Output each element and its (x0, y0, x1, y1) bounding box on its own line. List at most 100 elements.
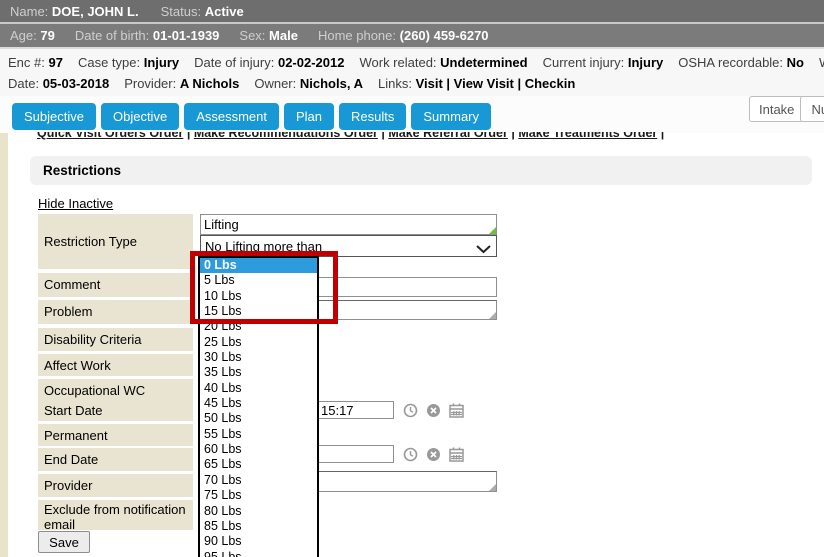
dropdown-option[interactable]: 50 Lbs (204, 411, 242, 426)
field-label: Date: (8, 76, 40, 91)
dropdown-option[interactable]: 30 Lbs (204, 350, 242, 365)
dropdown-option[interactable]: 90 Lbs (204, 534, 242, 549)
intake-button[interactable]: Intake (749, 96, 805, 122)
dropdown-option[interactable]: 60 Lbs (204, 442, 242, 457)
dropdown-option[interactable]: 70 Lbs (204, 472, 242, 487)
note-tab[interactable]: Results (339, 103, 407, 130)
field-value[interactable]: 05-03-2018 (42, 76, 110, 91)
field-value[interactable]: Nichols, A (299, 76, 363, 91)
dropdown-option[interactable]: 0 Lbs (200, 258, 317, 274)
restriction-type-text-input[interactable] (200, 214, 497, 235)
end-date-icons (403, 447, 464, 462)
affect-work-label-cell: Affect Work (38, 354, 193, 376)
permanent-label-cell: Permanent (38, 424, 193, 446)
field-label: Name: (10, 3, 49, 19)
resize-handle-icon[interactable] (489, 484, 496, 491)
demographic-field: Date of birth: 01-01-1939 (75, 28, 220, 43)
dropdown-option[interactable]: 55 Lbs (204, 426, 242, 441)
section-title: Restrictions (43, 163, 122, 178)
encounter-field: Enc #: 97 (8, 55, 63, 70)
dropdown-option[interactable]: 15 Lbs (204, 304, 242, 319)
clear-icon[interactable] (426, 447, 441, 462)
start-date-icons (403, 403, 464, 418)
nurse-button[interactable]: Nur (800, 96, 824, 122)
field-value: DOE, JOHN L. (51, 3, 139, 19)
encounter-field: WC s (819, 55, 824, 70)
field-value[interactable]: A Nichols (179, 76, 240, 91)
comment-label-cell: Comment (38, 273, 193, 297)
field-value: Injury (627, 55, 664, 70)
dropdown-option[interactable]: 20 Lbs (204, 319, 242, 334)
clear-icon[interactable] (426, 403, 441, 418)
dropdown-option[interactable]: 45 Lbs (204, 396, 242, 411)
note-tab[interactable]: Assessment (184, 103, 279, 130)
restriction-type-select[interactable]: No Lifting more than (200, 235, 497, 257)
order-link-separator: | (507, 132, 519, 140)
field-label: Case type: (77, 55, 141, 70)
order-link[interactable]: Make Referral Order (388, 132, 508, 140)
field-value[interactable]: Visit | View Visit | Checkin (415, 76, 576, 91)
field-label: Owner: (254, 76, 297, 91)
note-tab[interactable]: Summary (411, 103, 492, 130)
demographic-field: Sex: Male (239, 28, 298, 43)
save-button[interactable]: Save (38, 531, 90, 553)
field-value: Male (269, 28, 298, 43)
field-label: Restriction Type (44, 234, 137, 249)
dropdown-option[interactable]: 5 Lbs (204, 273, 235, 288)
restriction-type-label-cell: Restriction Type (38, 214, 193, 269)
resize-handle-icon[interactable] (489, 227, 496, 234)
field-value: 79 (40, 28, 55, 43)
order-link[interactable]: Make Treatments Order (518, 132, 658, 140)
field-value: (260) 459-6270 (399, 28, 489, 43)
dropdown-option[interactable]: 65 Lbs (204, 457, 242, 472)
field-value: Injury (143, 55, 180, 70)
encounter-field: Links: Visit | View Visit | Checkin (378, 76, 575, 91)
order-link[interactable]: Make Recommendations Order (193, 132, 378, 140)
exclude-email-label-cell: Exclude from notification email (38, 500, 193, 532)
encounter-field: Date of injury: 02-02-2012 (194, 55, 344, 70)
dropdown-option[interactable]: 95 Lbs (204, 549, 242, 557)
clock-icon[interactable] (403, 447, 418, 462)
order-link-separator: | (377, 132, 389, 140)
encounter-field: OSHA recordable: No (678, 55, 804, 70)
calendar-icon[interactable] (449, 447, 464, 462)
encounter-line-2: Date: 05-03-2018 Provider: A Nichols Owner… (8, 76, 575, 91)
note-tabs: Subjective Objective Assessment Plan Results… (12, 103, 492, 130)
dropdown-option[interactable]: 85 Lbs (204, 518, 242, 533)
field-label: Permanent (44, 428, 108, 443)
encounter-info-bar: Enc #: 97 Case type: Injury Date of injury… (0, 49, 824, 96)
patient-field: Name: DOE, JOHN L. (10, 4, 139, 19)
dropdown-option[interactable]: 80 Lbs (204, 503, 242, 518)
end-date-label-cell: End Date (38, 448, 193, 471)
lbs-dropdown-list: 0 Lbs 5 Lbs 10 Lbs 15 Lbs 20 Lbs 25 Lbs 30 Lbs… (198, 256, 319, 557)
field-value: 01-01-1939 (152, 28, 220, 43)
field-label: Sex: (239, 28, 266, 43)
dropdown-option[interactable]: 40 Lbs (204, 380, 242, 395)
selected-option-label: No Lifting more than (205, 238, 323, 254)
field-label: Start Date (44, 403, 103, 418)
order-link-separator: | (183, 132, 194, 140)
hide-inactive-link[interactable]: Hide Inactive (38, 196, 114, 211)
demographic-field: Home phone: (260) 459-6270 (318, 28, 489, 43)
field-value: Undetermined (440, 55, 528, 70)
dropdown-option[interactable]: 25 Lbs (204, 334, 242, 349)
field-value: No (786, 55, 804, 70)
field-label: Enc #: (8, 55, 45, 70)
clock-icon[interactable] (403, 403, 418, 418)
field-label: Home phone: (317, 28, 397, 43)
field-label: Age: (10, 28, 37, 43)
dropdown-option[interactable]: 35 Lbs (204, 365, 242, 380)
field-label: Status: (160, 3, 202, 19)
dropdown-option[interactable]: 75 Lbs (204, 488, 242, 503)
note-tab[interactable]: Subjective (12, 103, 96, 130)
calendar-icon[interactable] (449, 403, 464, 418)
resize-handle-icon[interactable] (489, 312, 496, 319)
note-tab[interactable]: Plan (284, 103, 335, 130)
note-tab[interactable]: Objective (100, 103, 180, 130)
dropdown-option[interactable]: 10 Lbs (204, 288, 242, 303)
chevron-down-icon (476, 242, 491, 257)
left-margin-strip (0, 133, 8, 557)
order-link[interactable]: Quick Visit Orders Order (37, 132, 184, 140)
field-label: WC s (819, 55, 824, 70)
patient-field: Status: Active (161, 4, 244, 19)
